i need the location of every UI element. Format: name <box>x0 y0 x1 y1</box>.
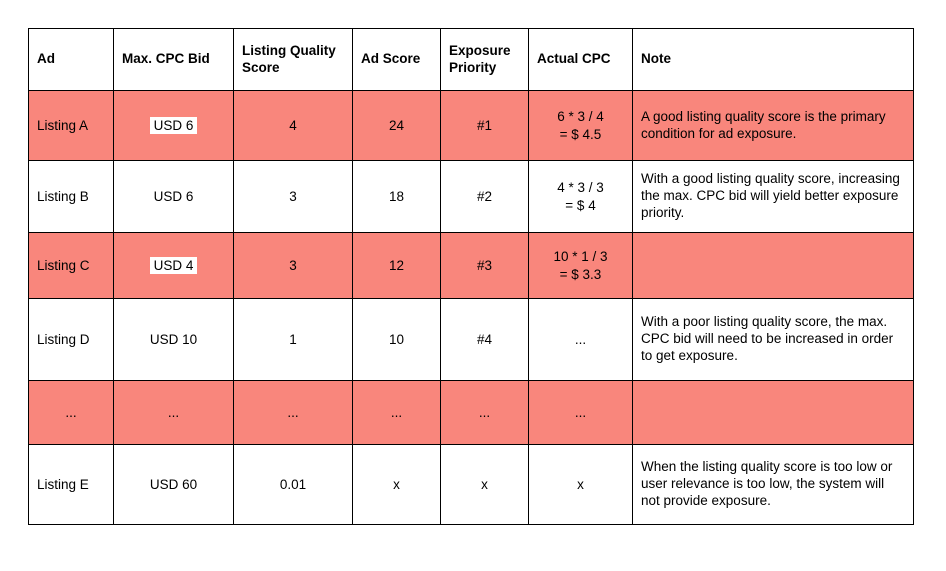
cell-ad-score: 18 <box>352 160 441 233</box>
cell-listing-quality-score: 3 <box>233 232 353 299</box>
cell-actual-cpc: ... <box>528 298 633 381</box>
cell-actual-cpc: x <box>528 444 633 525</box>
cell-ad-score: 10 <box>352 298 441 381</box>
cell-ad-score: ... <box>352 380 441 445</box>
table-row-listing-c: Listing C USD 4 3 12 #3 10 * 1 / 3 = $ 3… <box>28 232 914 299</box>
cell-exposure-priority: #1 <box>440 90 529 161</box>
cell-ad: Listing E <box>28 444 114 525</box>
cell-ad-score: 24 <box>352 90 441 161</box>
cell-exposure-priority: #4 <box>440 298 529 381</box>
col-header-ad-score: Ad Score <box>352 28 441 91</box>
ads-ranking-table: Ad Max. CPC Bid Listing Quality Score Ad… <box>28 28 914 525</box>
cell-actual-cpc: ... <box>528 380 633 445</box>
cell-listing-quality-score: 1 <box>233 298 353 381</box>
cell-note: When the listing quality score is too lo… <box>632 444 914 525</box>
cell-max-cpc-bid: USD 10 <box>113 298 234 381</box>
cell-ad: Listing D <box>28 298 114 381</box>
cell-ad: ... <box>28 380 114 445</box>
cell-listing-quality-score: 3 <box>233 160 353 233</box>
cell-max-cpc-bid: USD 6 <box>113 90 234 161</box>
col-header-listing-quality-score: Listing Quality Score <box>233 28 353 91</box>
cell-actual-cpc: 4 * 3 / 3 = $ 4 <box>528 160 633 233</box>
table-row-listing-a: Listing A USD 6 4 24 #1 6 * 3 / 4 = $ 4.… <box>28 90 914 161</box>
cell-ad: Listing A <box>28 90 114 161</box>
cell-note: With a good listing quality score, incre… <box>632 160 914 233</box>
cell-note <box>632 380 914 445</box>
cell-listing-quality-score: 0.01 <box>233 444 353 525</box>
col-header-ad: Ad <box>28 28 114 91</box>
table-row-listing-b: Listing B USD 6 3 18 #2 4 * 3 / 3 = $ 4 … <box>28 160 914 233</box>
cell-note: A good listing quality score is the prim… <box>632 90 914 161</box>
cell-exposure-priority: #2 <box>440 160 529 233</box>
cell-max-cpc-bid: USD 4 <box>113 232 234 299</box>
highlighted-bid-value: USD 4 <box>149 257 198 274</box>
cell-note: With a poor listing quality score, the m… <box>632 298 914 381</box>
table-row-ellipsis: ... ... ... ... ... ... <box>28 380 914 445</box>
cell-exposure-priority: ... <box>440 380 529 445</box>
table-row-listing-e: Listing E USD 60 0.01 x x x When the lis… <box>28 444 914 525</box>
cell-actual-cpc: 6 * 3 / 4 = $ 4.5 <box>528 90 633 161</box>
col-header-actual-cpc: Actual CPC <box>528 28 633 91</box>
cell-ad-score: x <box>352 444 441 525</box>
cell-max-cpc-bid: USD 60 <box>113 444 234 525</box>
cell-ad-score: 12 <box>352 232 441 299</box>
cell-listing-quality-score: 4 <box>233 90 353 161</box>
col-header-note: Note <box>632 28 914 91</box>
cell-max-cpc-bid: USD 6 <box>113 160 234 233</box>
col-header-max-cpc-bid: Max. CPC Bid <box>113 28 234 91</box>
cell-actual-cpc: 10 * 1 / 3 = $ 3.3 <box>528 232 633 299</box>
cell-listing-quality-score: ... <box>233 380 353 445</box>
table-row-listing-d: Listing D USD 10 1 10 #4 ... With a poor… <box>28 298 914 381</box>
cell-exposure-priority: #3 <box>440 232 529 299</box>
cell-ad: Listing B <box>28 160 114 233</box>
cell-exposure-priority: x <box>440 444 529 525</box>
table-header-row: Ad Max. CPC Bid Listing Quality Score Ad… <box>28 28 914 91</box>
col-header-exposure-priority: Exposure Priority <box>440 28 529 91</box>
cell-max-cpc-bid: ... <box>113 380 234 445</box>
cell-note <box>632 232 914 299</box>
highlighted-bid-value: USD 6 <box>149 117 198 134</box>
cell-ad: Listing C <box>28 232 114 299</box>
